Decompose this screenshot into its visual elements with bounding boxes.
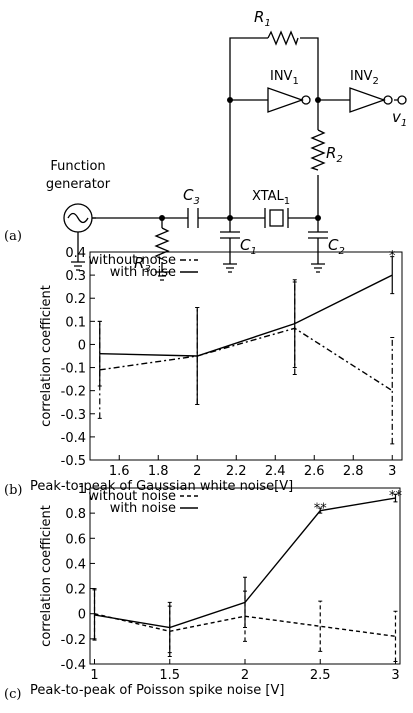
x-tick-label: 1.6 <box>109 464 130 479</box>
y-tick-label: -0.1 <box>61 362 86 377</box>
component-label: R1 <box>254 8 271 29</box>
x-tick-label: 1.8 <box>148 464 169 479</box>
y-tick-label: -0.2 <box>61 633 86 648</box>
y-axis-label: correlation coefficient <box>39 285 54 427</box>
x-tick-label: 2 <box>241 668 249 683</box>
x-tick-label: 2.5 <box>310 668 331 683</box>
component-label: C3 <box>183 186 200 207</box>
capacitor <box>220 231 328 239</box>
error-cap <box>390 337 395 445</box>
crystal <box>269 209 284 227</box>
panel-label: (b) <box>4 483 22 498</box>
x-tick-label: 2.2 <box>226 464 247 479</box>
y-tick-label: -0.4 <box>61 658 86 673</box>
y-tick-label: 1 <box>78 482 86 497</box>
resistor <box>267 30 299 46</box>
x-tick-label: 1.5 <box>159 668 180 683</box>
annotation: ** <box>389 489 403 504</box>
legend-label: without noise <box>88 253 176 268</box>
source-label: generator <box>46 177 111 192</box>
source-wave <box>67 212 89 224</box>
y-tick-label: -0.4 <box>61 431 86 446</box>
error-cap <box>167 601 172 654</box>
error-cap <box>318 600 323 652</box>
component-label: R2 <box>326 144 343 165</box>
y-axis-label: correlation coefficient <box>39 505 54 647</box>
y-tick-label: 0.2 <box>65 292 86 307</box>
component-label: INV1 <box>270 69 299 87</box>
y-tick-label: -0.2 <box>61 385 86 400</box>
y-tick-label: 0 <box>78 338 86 353</box>
capacitor <box>187 208 199 228</box>
series-line <box>99 274 393 357</box>
error-cap <box>393 493 398 503</box>
panel-label: (c) <box>4 687 21 702</box>
component-label: C1 <box>240 236 257 257</box>
component-label: XTAL1 <box>252 189 290 207</box>
y-tick-label: -0.3 <box>61 408 86 423</box>
inverter-bubble <box>301 95 311 105</box>
source-label: Function <box>50 159 105 174</box>
error-cap <box>393 610 398 662</box>
y-tick-label: 0.4 <box>65 246 86 261</box>
component-label: C2 <box>328 236 345 257</box>
x-tick-label: 2 <box>193 464 201 479</box>
y-tick-label: 0.1 <box>65 315 86 330</box>
error-cap <box>390 256 395 295</box>
legend-label: without noise <box>88 489 176 504</box>
component-label: R3 <box>134 254 151 275</box>
error-cap <box>243 576 247 629</box>
legend-label: with noise <box>110 501 176 516</box>
error-cap <box>292 279 297 369</box>
y-tick-label: 0.8 <box>65 507 86 522</box>
ground <box>71 261 325 281</box>
series-line <box>94 497 396 629</box>
error-cap <box>92 589 97 641</box>
plot-frame <box>89 251 403 461</box>
series-line <box>99 327 393 392</box>
error-cap <box>97 320 102 387</box>
y-tick-label: 0.3 <box>65 269 86 284</box>
circuit: Function generator R1 R2 R3 C1 C2 C3 INV… <box>4 8 407 281</box>
x-tick-label: 2.6 <box>304 464 325 479</box>
resistor <box>154 227 170 260</box>
y-tick-label: 0.4 <box>65 557 86 572</box>
node <box>159 97 321 221</box>
crystal <box>264 208 289 228</box>
annotation: ** <box>314 501 328 516</box>
x-tick-label: 3 <box>391 668 399 683</box>
resistor <box>310 129 326 171</box>
component-label: INV2 <box>350 69 379 87</box>
y-tick-label: 0 <box>78 608 86 623</box>
y-tick-label: -0.5 <box>61 454 86 469</box>
x-tick-label: 1 <box>90 668 98 683</box>
x-tick-label: 2.8 <box>343 464 364 479</box>
annotation: * <box>389 249 396 264</box>
legend-label: with noise <box>110 265 176 280</box>
x-axis-label: Peak-to-peak of Gaussian white noise[V] <box>30 479 293 494</box>
x-tick-label: 3 <box>388 464 396 479</box>
inverter <box>267 87 386 113</box>
panel-label: (a) <box>4 229 22 244</box>
x-axis-label: Peak-to-peak of Poisson spike noise [V] <box>30 683 284 698</box>
x-tick-label: 2.4 <box>265 464 286 479</box>
y-tick-label: 0.6 <box>65 532 86 547</box>
y-tick-label: 0.2 <box>65 583 86 598</box>
error-cap <box>195 306 200 406</box>
terminal <box>397 95 407 105</box>
inverter-bubble <box>383 95 393 105</box>
component-label: v1 <box>392 108 407 129</box>
